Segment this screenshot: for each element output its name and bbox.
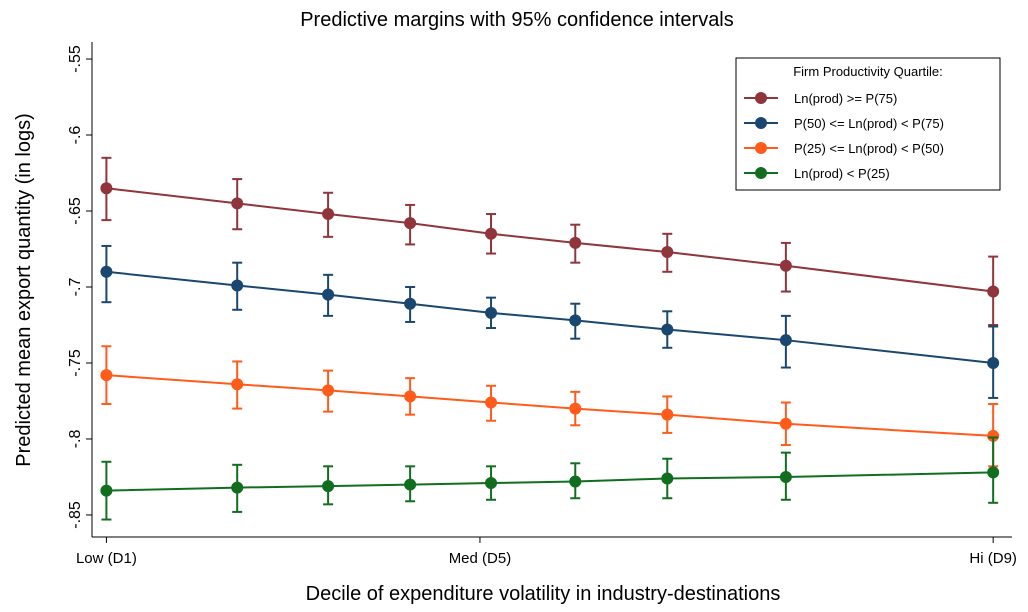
point — [231, 481, 244, 494]
legend-label: P(25) <= Ln(prod) < P(50) — [794, 141, 944, 156]
legend-label: P(50) <= Ln(prod) < P(75) — [794, 116, 944, 131]
point — [569, 236, 582, 249]
point — [661, 246, 674, 259]
point — [485, 306, 498, 319]
chart-title: Predictive margins with 95% confidence i… — [300, 9, 734, 31]
legend-marker — [755, 167, 767, 179]
legend-label: Ln(prod) < P(25) — [794, 166, 890, 181]
point — [404, 297, 417, 310]
point — [231, 378, 244, 391]
point — [322, 288, 335, 301]
x-tick-label: Med (D5) — [449, 550, 512, 567]
point — [100, 182, 113, 195]
y-tick-label: -.85 — [67, 501, 84, 529]
point — [987, 356, 1000, 369]
point — [322, 208, 335, 221]
point — [485, 477, 498, 490]
point — [987, 285, 1000, 298]
point — [231, 197, 244, 210]
legend-marker — [755, 142, 767, 154]
y-axis-label: Predicted mean export quantity (in logs) — [13, 113, 35, 467]
point — [779, 417, 792, 430]
point — [322, 384, 335, 397]
point — [661, 472, 674, 485]
point — [404, 390, 417, 403]
point — [779, 259, 792, 272]
point — [779, 470, 792, 483]
point — [569, 402, 582, 415]
y-tick-label: -.8 — [67, 430, 84, 449]
point — [661, 323, 674, 336]
point — [404, 217, 417, 230]
legend-marker — [755, 117, 767, 129]
point — [322, 480, 335, 493]
point — [231, 279, 244, 292]
point — [987, 466, 1000, 479]
y-tick-label: -.6 — [67, 126, 84, 145]
y-tick-label: -.7 — [67, 278, 84, 297]
point — [100, 484, 113, 497]
legend-box — [735, 57, 1001, 191]
point — [569, 475, 582, 488]
point — [100, 265, 113, 278]
y-tick-label: -.75 — [67, 349, 84, 377]
point — [987, 429, 1000, 442]
point — [661, 408, 674, 421]
point — [100, 369, 113, 382]
x-tick-label: Low (D1) — [76, 550, 137, 567]
point — [404, 478, 417, 491]
point — [779, 334, 792, 347]
x-axis-label: Decile of expenditure volatility in indu… — [306, 583, 781, 605]
legend-title: Firm Productivity Quartile: — [793, 64, 943, 79]
point — [485, 396, 498, 409]
y-tick-label: -.55 — [67, 45, 84, 73]
legend-marker — [755, 92, 767, 104]
x-tick-label: Hi (D9) — [969, 550, 1017, 567]
legend-label: Ln(prod) >= P(75) — [794, 91, 897, 106]
point — [485, 227, 498, 240]
point — [569, 314, 582, 327]
y-tick-label: -.65 — [67, 197, 84, 225]
